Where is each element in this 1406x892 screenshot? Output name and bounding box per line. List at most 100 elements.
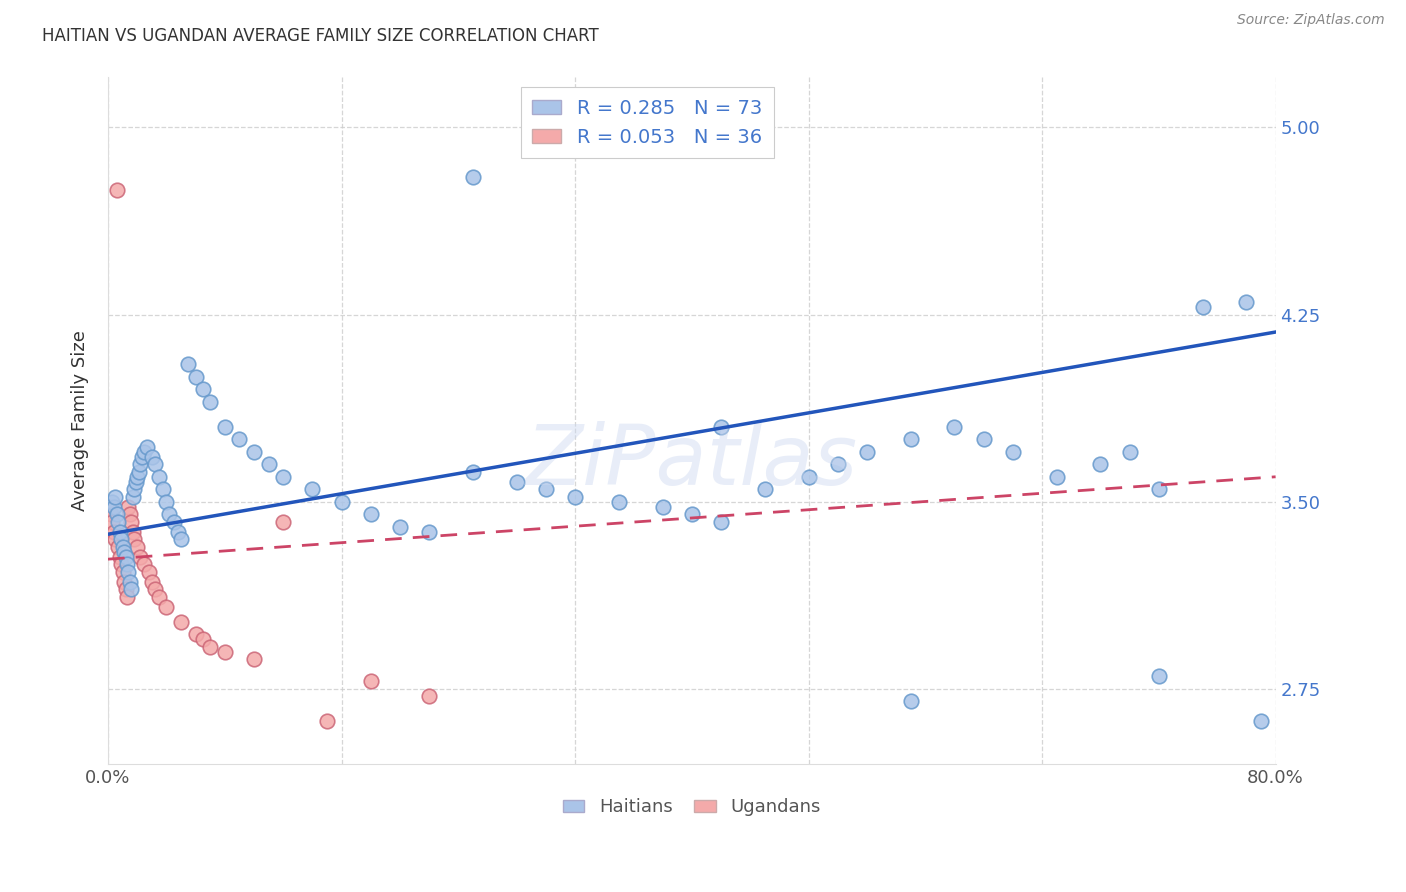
Point — [143, 458, 166, 472]
Point — [111, 565, 134, 579]
Point — [120, 515, 142, 529]
Point — [104, 490, 127, 504]
Point — [243, 652, 266, 666]
Point — [129, 458, 152, 472]
Point — [900, 433, 922, 447]
Point — [1001, 445, 1024, 459]
Point — [141, 574, 163, 589]
Point — [155, 494, 177, 508]
Point — [243, 445, 266, 459]
Point — [1191, 300, 1213, 314]
Point — [170, 615, 193, 629]
Point — [681, 507, 703, 521]
Point — [900, 694, 922, 708]
Point — [754, 483, 776, 497]
Point — [105, 507, 128, 521]
Point — [112, 574, 135, 589]
Point — [163, 515, 186, 529]
Point — [101, 494, 124, 508]
Point — [136, 440, 159, 454]
Point — [104, 532, 127, 546]
Point — [170, 532, 193, 546]
Point — [198, 395, 221, 409]
Point — [418, 690, 440, 704]
Point — [143, 582, 166, 596]
Point — [117, 565, 139, 579]
Point — [1250, 714, 1272, 729]
Point — [1147, 483, 1170, 497]
Point — [505, 475, 527, 489]
Point — [120, 582, 142, 596]
Point — [148, 590, 170, 604]
Point — [191, 383, 214, 397]
Point — [125, 475, 148, 489]
Point — [191, 632, 214, 646]
Point — [100, 507, 122, 521]
Point — [301, 483, 323, 497]
Y-axis label: Average Family Size: Average Family Size — [72, 330, 89, 511]
Point — [360, 674, 382, 689]
Point — [112, 544, 135, 558]
Point — [651, 500, 673, 514]
Point — [105, 183, 128, 197]
Point — [103, 500, 125, 514]
Point — [388, 519, 411, 533]
Point — [710, 515, 733, 529]
Point — [122, 532, 145, 546]
Point — [973, 433, 995, 447]
Point — [184, 627, 207, 641]
Point — [1118, 445, 1140, 459]
Point — [115, 557, 138, 571]
Point — [98, 500, 121, 514]
Point — [534, 483, 557, 497]
Point — [228, 433, 250, 447]
Point — [461, 170, 484, 185]
Point — [271, 470, 294, 484]
Point — [121, 490, 143, 504]
Point — [117, 500, 139, 514]
Point — [152, 483, 174, 497]
Point — [118, 507, 141, 521]
Point — [1234, 295, 1257, 310]
Point — [134, 445, 156, 459]
Point — [214, 420, 236, 434]
Point — [118, 574, 141, 589]
Point — [184, 370, 207, 384]
Point — [1147, 669, 1170, 683]
Point — [127, 540, 149, 554]
Point — [360, 507, 382, 521]
Text: HAITIAN VS UGANDAN AVERAGE FAMILY SIZE CORRELATION CHART: HAITIAN VS UGANDAN AVERAGE FAMILY SIZE C… — [42, 27, 599, 45]
Point — [101, 515, 124, 529]
Point — [129, 549, 152, 564]
Point — [257, 458, 280, 472]
Point — [1090, 458, 1112, 472]
Point — [148, 470, 170, 484]
Point — [114, 549, 136, 564]
Point — [128, 465, 150, 479]
Point — [131, 450, 153, 464]
Point — [271, 515, 294, 529]
Point — [110, 557, 132, 571]
Point — [797, 470, 820, 484]
Point — [141, 450, 163, 464]
Point — [111, 540, 134, 554]
Point — [108, 524, 131, 539]
Point — [461, 465, 484, 479]
Point — [122, 483, 145, 497]
Point — [167, 524, 190, 539]
Point — [214, 644, 236, 658]
Point — [115, 590, 138, 604]
Point — [1046, 470, 1069, 484]
Point — [177, 358, 200, 372]
Point — [138, 565, 160, 579]
Point — [127, 470, 149, 484]
Text: Source: ZipAtlas.com: Source: ZipAtlas.com — [1237, 13, 1385, 28]
Text: ZiPatlas: ZiPatlas — [526, 421, 858, 502]
Point — [103, 524, 125, 539]
Point — [827, 458, 849, 472]
Point — [155, 599, 177, 614]
Point — [110, 532, 132, 546]
Point — [134, 557, 156, 571]
Point — [107, 515, 129, 529]
Point — [198, 640, 221, 654]
